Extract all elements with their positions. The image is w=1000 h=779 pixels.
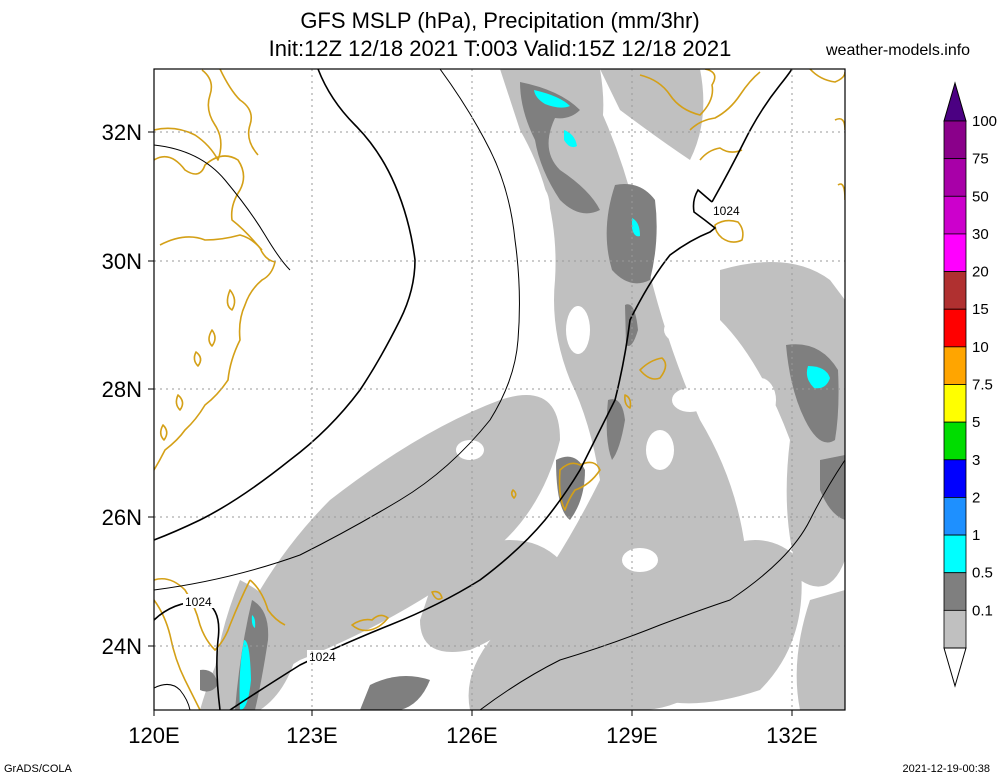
precip-moderate-layer [200,82,845,710]
map-title-line2: Init:12Z 12/18 2021 T:003 Valid:15Z 12/1… [268,36,732,61]
colorbar-swatch [943,195,967,235]
colorbar-level-label: 75 [972,151,989,168]
colorbar-swatch [943,572,967,611]
colorbar-level-label: 2 [972,489,980,506]
isobar-labels: 1024 1024 1024 [183,204,743,664]
colorbar-level-label: 3 [972,452,980,469]
colorbar-swatch [943,233,967,272]
precip-gap-layer [456,186,776,572]
precipitation-colorbar: 100 75 50 30 20 15 10 7.5 5 3 2 1 0.5 0.1 [943,81,997,688]
x-tick-label: 129E [606,723,657,748]
map-area: 1024 1024 1024 [154,69,845,710]
colorbar-swatch [943,534,967,574]
colorbar-level-label: 10 [972,339,989,356]
isobar-label: 1024 [185,595,212,609]
colorbar-level-label: 30 [972,226,989,243]
colorbar-level-label: 0.5 [972,565,993,582]
source-label: weather-models.info [826,42,971,59]
colorbar-swatch [943,497,967,536]
colorbar-swatch [943,609,967,649]
colorbar-swatch [943,384,967,423]
y-tick-label: 28N [102,377,142,402]
gridlines [154,69,845,710]
x-axis-labels: 120E 123E 126E 129E 132E [128,723,817,748]
colorbar-swatch [943,459,967,498]
axis-ticks [148,131,793,716]
colorbar-swatch [943,308,967,348]
y-tick-label: 24N [102,634,142,659]
isobar-label: 1024 [713,204,740,218]
precip-heavy-layer [239,90,830,710]
colorbar-swatch [943,421,967,461]
y-tick-label: 32N [102,120,142,145]
colorbar-level-label: 5 [972,414,980,431]
x-tick-label: 132E [766,723,817,748]
y-tick-label: 26N [102,505,142,530]
colorbar-bottom-triangle [943,647,967,688]
map-title-line1: GFS MSLP (hPa), Precipitation (mm/3hr) [300,8,700,33]
colorbar-level-label: 15 [972,301,989,318]
isobar-label: 1024 [309,650,336,664]
isobars [154,69,845,710]
colorbar-swatch [943,271,967,310]
colorbar-level-label: 50 [972,188,989,205]
colorbar-level-label: 0.1 [972,602,993,619]
x-tick-label: 120E [128,723,179,748]
y-axis-labels: 32N 30N 28N 26N 24N [102,120,142,659]
coastlines [154,69,845,710]
footer-software-label: GrADS/COLA [4,763,72,775]
colorbar-level-label: 1 [972,527,980,544]
colorbar-swatch [943,120,967,160]
colorbar-level-label: 20 [972,264,989,281]
footer-timestamp: 2021-12-19-00:38 [902,763,990,775]
x-tick-label: 123E [286,723,337,748]
y-tick-label: 30N [102,249,142,274]
precip-light-layer [200,69,845,710]
colorbar-swatch [943,158,967,197]
colorbar-level-label: 7.5 [972,377,993,394]
colorbar-swatch [943,346,967,385]
colorbar-level-label: 100 [972,113,997,130]
x-tick-label: 126E [446,723,497,748]
colorbar-top-triangle [943,81,967,122]
